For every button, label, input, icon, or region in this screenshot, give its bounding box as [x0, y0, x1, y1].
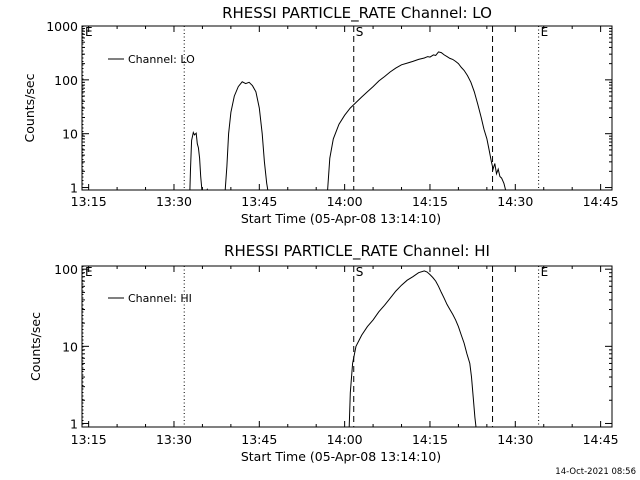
chart-title: RHESSI PARTICLE_RATE Channel: LO: [222, 4, 492, 23]
legend-label: Channel: HI: [128, 292, 192, 305]
y-axis-label: Counts/sec: [28, 312, 43, 381]
x-tick-label: 14:45: [583, 194, 619, 209]
y-tick-label: 10: [62, 339, 78, 354]
series-line-segment: [224, 81, 269, 190]
y-tick-label: 1: [70, 416, 78, 431]
x-tick-label: 13:30: [156, 194, 192, 209]
lo-channel-panel: RHESSI PARTICLE_RATE Channel: LOESE13:15…: [22, 4, 619, 226]
y-tick-label: 10: [62, 127, 78, 142]
legend-label: Channel: LO: [128, 53, 195, 66]
x-tick-label: 14:30: [497, 432, 533, 447]
x-tick-label: 14:15: [412, 194, 448, 209]
x-axis-label: Start Time (05-Apr-08 13:14:10): [241, 449, 441, 464]
x-tick-label: 13:45: [241, 432, 277, 447]
y-axis-label: Counts/sec: [22, 73, 37, 142]
x-tick-label: 14:00: [327, 194, 363, 209]
x-tick-label: 14:00: [327, 432, 363, 447]
y-tick-label: 100: [54, 262, 78, 277]
marker-label: S: [356, 265, 364, 279]
plot-frame: [81, 265, 613, 428]
series-line-segment: [206, 188, 208, 190]
x-tick-label: 13:15: [71, 432, 107, 447]
plot-frame: [81, 25, 613, 191]
x-axis-label: Start Time (05-Apr-08 13:14:10): [241, 211, 441, 226]
hi-channel-panel: RHESSI PARTICLE_RATE Channel: HIESE13:15…: [28, 242, 619, 464]
y-tick-label: 1000: [46, 19, 78, 34]
x-tick-label: 13:15: [71, 194, 107, 209]
x-tick-label: 13:30: [156, 432, 192, 447]
chart-title: RHESSI PARTICLE_RATE Channel: HI: [224, 242, 490, 261]
y-tick-label: 1: [70, 181, 78, 196]
x-tick-label: 14:30: [497, 194, 533, 209]
series-line-segment: [348, 270, 477, 427]
series-line-segment: [189, 131, 203, 190]
x-tick-label: 14:45: [583, 432, 619, 447]
x-tick-label: 13:45: [241, 194, 277, 209]
marker-label: S: [356, 25, 364, 39]
marker-label: E: [541, 25, 549, 39]
y-tick-label: 100: [54, 73, 78, 88]
x-tick-label: 14:15: [412, 432, 448, 447]
timestamp-footer: 14-Oct-2021 08:56: [555, 467, 636, 477]
marker-label: E: [541, 265, 549, 279]
series-line-segment: [327, 51, 507, 190]
